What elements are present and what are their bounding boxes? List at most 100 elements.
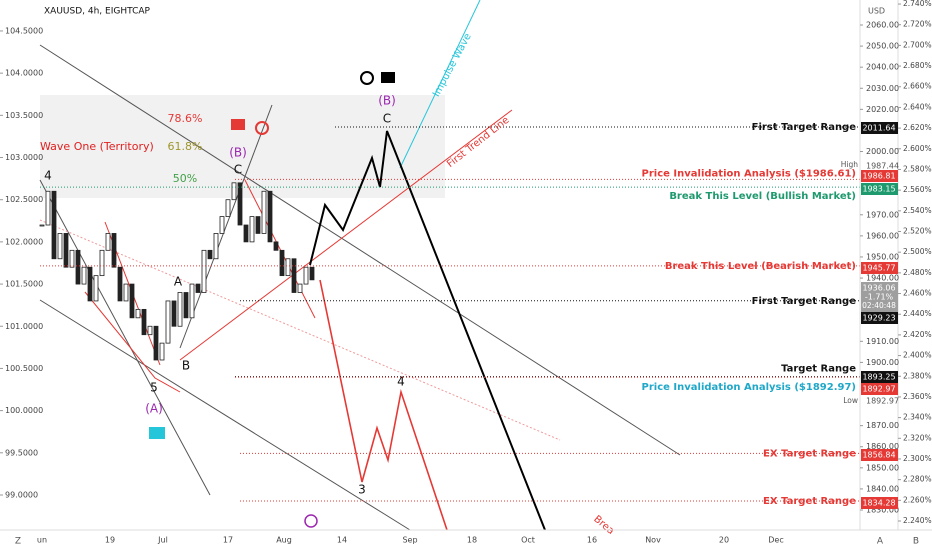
candle xyxy=(105,233,111,251)
price-badge-text: 1856.84 xyxy=(862,451,895,460)
level-label: First Target Range xyxy=(752,122,857,133)
y3-tick-label: 2.440% xyxy=(903,309,932,318)
projection-path xyxy=(309,130,546,531)
annotation: C xyxy=(383,112,391,126)
candle xyxy=(153,325,159,361)
price-badge-text: 2011.64 xyxy=(862,124,895,133)
level-label: Break This Level (Bullish Market) xyxy=(669,191,856,202)
y3-tick-label: 2.240% xyxy=(903,516,932,525)
x-tick-label: Sep xyxy=(402,536,417,545)
candle xyxy=(111,233,117,268)
y2-tick-label: 1940.00 xyxy=(866,274,899,283)
candle xyxy=(303,266,309,285)
x-tick-label: 18 xyxy=(467,536,477,545)
currency: USD xyxy=(868,7,885,16)
candle xyxy=(135,308,141,319)
y3-tick-label: 2.360% xyxy=(903,392,932,401)
y3-tick-label: 2.380% xyxy=(903,371,932,380)
y2-tick-label: 1910.00 xyxy=(866,337,899,346)
y-tick-label: 102.0000 xyxy=(5,237,43,246)
x-tick-label: Aug xyxy=(276,536,292,545)
corner-label: B xyxy=(913,537,919,547)
flag-icon xyxy=(231,119,245,130)
y3-tick-label: 2.580% xyxy=(903,164,932,173)
y3-tick-label: 2.660% xyxy=(903,82,932,91)
candle xyxy=(75,249,81,285)
annotation: 4 xyxy=(44,169,52,183)
y3-tick-label: 2.620% xyxy=(903,123,932,132)
candle xyxy=(255,216,261,234)
annotation: 50% xyxy=(173,172,197,185)
candle xyxy=(117,266,123,302)
wave-line xyxy=(179,104,273,349)
annotation: 5 xyxy=(150,381,158,395)
y2-tick-label: 1950.00 xyxy=(866,252,899,261)
y3-tick-label: 2.560% xyxy=(903,185,932,194)
level-label: Target Range xyxy=(781,364,856,375)
y3-tick-label: 2.540% xyxy=(903,206,932,215)
candle xyxy=(171,300,177,327)
x-tick-label: Dec xyxy=(768,536,783,545)
price-badge xyxy=(861,312,898,324)
x-tick-label: 14 xyxy=(337,536,347,545)
y2-tick-label: 2020.00 xyxy=(866,105,899,114)
wave-line xyxy=(244,179,316,319)
y-tick-label: 103.0000 xyxy=(5,153,43,162)
candle xyxy=(87,266,93,302)
y3-tick-label: 2.320% xyxy=(903,433,932,442)
candle xyxy=(147,325,153,336)
candle xyxy=(243,224,249,243)
candle xyxy=(249,216,255,243)
y3-tick-label: 2.340% xyxy=(903,413,932,422)
y3-tick-label: 2.740% xyxy=(903,0,932,8)
annotation: Wave One (Territory) xyxy=(40,140,154,153)
candle xyxy=(51,190,57,260)
y2-tick-label: 2000.00 xyxy=(866,147,899,156)
x-tick-label: un xyxy=(37,536,47,545)
candle xyxy=(285,258,291,277)
candle xyxy=(39,224,45,227)
candle xyxy=(129,283,135,319)
candle xyxy=(309,266,315,281)
annotation: C xyxy=(234,163,242,177)
candle xyxy=(99,249,105,277)
candle xyxy=(189,283,195,319)
price-badge xyxy=(861,122,898,134)
candle xyxy=(201,249,207,293)
y2-tick-label: 1900.00 xyxy=(866,358,899,367)
y3-tick-label: 2.500% xyxy=(903,247,932,256)
price-badge-text: 1892.97 xyxy=(862,385,895,394)
y2-tick-label: 1840.00 xyxy=(866,484,899,493)
high-label: High xyxy=(841,160,858,169)
event-icon xyxy=(304,514,318,528)
price-badge xyxy=(861,449,898,461)
annotation: 4 xyxy=(397,375,405,389)
candle xyxy=(219,216,225,234)
y-tick-label: 99.5000 xyxy=(5,448,38,457)
y2-tick-label: 2060.00 xyxy=(866,21,899,30)
corner-label: A xyxy=(877,537,884,547)
level-label: Price Invalidation Analysis ($1892.97) xyxy=(642,382,856,393)
candle xyxy=(159,342,165,361)
candle xyxy=(195,283,201,293)
last-change: -1.71% xyxy=(865,293,894,302)
annotation: (B) xyxy=(378,94,396,108)
y2-tick-label: 1870.00 xyxy=(866,421,899,430)
x-tick-label: 16 xyxy=(587,536,597,545)
candle xyxy=(273,241,279,251)
candle xyxy=(141,308,147,336)
candle xyxy=(213,233,219,260)
annotation: 3 xyxy=(358,483,366,497)
wave-line xyxy=(84,291,181,393)
level-label: EX Target Range xyxy=(763,496,856,507)
level-label: EX Target Range xyxy=(763,448,856,459)
candle xyxy=(237,182,243,226)
flag-icon xyxy=(381,72,395,83)
y3-tick-label: 2.520% xyxy=(903,227,932,236)
price-badge-text: 1983.15 xyxy=(862,185,895,194)
candle xyxy=(123,283,129,302)
y3-tick-label: 2.400% xyxy=(903,351,932,360)
impulse-line xyxy=(399,0,481,169)
annotation: A xyxy=(174,275,183,289)
y2-tick-label: 2030.00 xyxy=(866,84,899,93)
